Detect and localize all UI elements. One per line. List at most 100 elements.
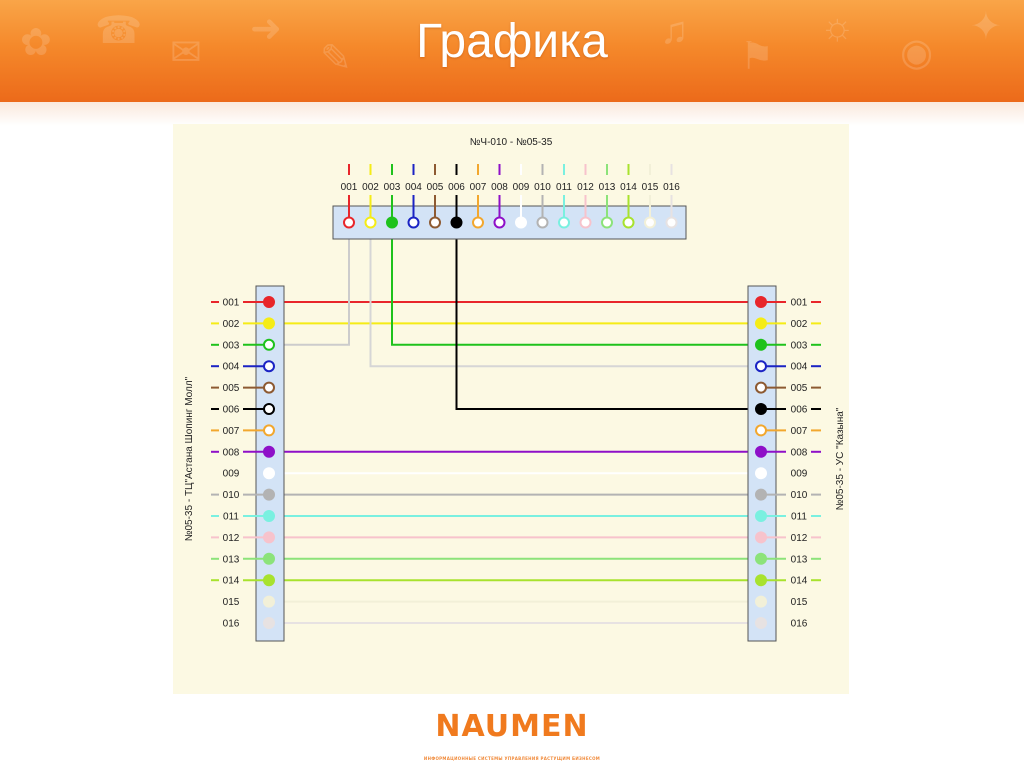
right-port-013 [755,552,767,565]
slide-title: Графика [416,15,608,68]
left-fiber-label-003: 003 [223,340,240,351]
left-fiber-label-004: 004 [223,362,240,373]
right-port-011 [755,510,767,522]
left-port-012 [263,531,275,544]
right-port-007 [755,424,767,437]
top-fiber-label-016: 016 [663,182,680,193]
top-fiber-label-013: 013 [599,182,616,193]
right-port-005 [755,381,767,394]
left-port-010 [263,488,275,501]
top-port-001 [343,216,355,229]
right-port-012 [755,531,767,544]
decor-icon: ☎ [95,10,143,52]
right-port-006 [755,403,767,415]
top-fiber-label-015: 015 [642,182,659,193]
right-port-010 [755,488,767,501]
top-port-013 [601,216,613,229]
banner-shadow [0,102,1024,126]
top-port-009 [515,216,527,229]
top-port-007 [472,216,484,229]
right-unit-label: №05-35 - УС "Казына" [835,407,846,510]
right-port-001 [755,296,767,308]
right-fiber-label-011: 011 [791,512,807,523]
top-port-015 [644,216,656,229]
left-fiber-label-013: 013 [223,554,240,565]
left-port-004 [263,360,275,373]
top-port-012 [579,216,592,229]
left-fiber-label-006: 006 [223,405,240,416]
left-fiber-label-016: 016 [223,619,240,630]
logo-text: NAUMEN [435,709,589,744]
left-port-011 [263,510,275,522]
routed-link-002 [369,222,761,368]
right-fiber-label-002: 002 [791,319,808,330]
routed-link-006 [455,222,761,410]
left-port-002 [263,317,275,330]
title-banner: ✿ ☎ ✉ ➜ ✎ ♫ ⚑ ☼ ◉ ✦ Графика [0,0,1024,102]
top-fiber-label-008: 008 [491,182,508,193]
left-port-013 [263,552,275,565]
top-port-008 [493,216,506,229]
right-fiber-label-012: 012 [791,533,808,544]
top-port-004 [407,216,420,229]
top-fiber-label-007: 007 [470,182,487,193]
decor-icon: ➜ [250,8,282,50]
right-fiber-label-003: 003 [791,340,808,351]
decor-icon: ✉ [170,32,202,74]
top-port-011 [558,216,570,229]
right-port-016 [755,617,767,629]
left-port-001 [263,296,275,308]
decor-icon: ✎ [320,38,352,80]
top-port-005 [429,216,441,229]
right-fiber-label-013: 013 [791,554,808,565]
routed-link-001 [269,222,350,346]
top-port-003 [386,216,398,229]
units-layer [255,205,777,642]
decor-icon: ✿ [20,22,52,64]
left-port-007 [263,424,275,437]
left-fiber-label-010: 010 [223,490,240,501]
logo-tagline: ИНФОРМАЦИОННЫЕ СИСТЕМЫ УПРАВЛЕНИЯ РАСТУЩ… [423,756,601,761]
left-port-015 [263,595,275,608]
left-fiber-label-015: 015 [223,597,240,608]
diagram-title: №Ч-010 - №05-35 [470,137,553,148]
naumen-logo: NAUMEN ИНФОРМАЦИОННЫЕ СИСТЕМЫ УПРАВЛЕНИЯ… [0,712,1024,774]
routed-link-003 [391,222,761,346]
right-fiber-label-009: 009 [791,469,808,480]
decor-icon: ♫ [660,10,689,52]
left-fiber-label-005: 005 [223,383,240,394]
top-port-010 [536,216,549,229]
left-port-014 [263,574,275,587]
left-fiber-label-002: 002 [223,319,240,330]
top-fiber-label-011: 011 [556,182,572,193]
left-port-016 [263,617,275,629]
top-fiber-label-001: 001 [341,182,358,193]
left-port-006 [263,403,275,415]
splice-diagram-panel: 001 002 003 004 005 006 007 008 009 010 011 012 013 0… [173,124,849,694]
top-port-002 [364,216,377,229]
right-port-002 [755,317,767,330]
left-fiber-label-009: 009 [223,469,240,480]
right-fiber-label-014: 014 [791,576,808,587]
right-fiber-label-010: 010 [791,490,808,501]
right-fiber-label-008: 008 [791,447,808,458]
left-unit-label: №05-35 - ТЦ"Астана Шопинг Молл" [184,376,195,541]
right-fiber-label-015: 015 [791,597,808,608]
top-fiber-label-003: 003 [384,182,401,193]
left-fiber-label-007: 007 [223,426,240,437]
decor-icon: ◉ [900,32,934,74]
right-unit-layer: 001 002 003 004 005 006 007 008 009 010 011 012 013 0… [755,296,821,630]
top-port-006 [450,216,463,229]
right-port-014 [755,574,767,587]
left-fiber-label-014: 014 [223,576,240,587]
left-unit-layer: 001 002 003 004 005 006 007 008 009 010 011 012 013 0… [211,296,275,630]
top-port-014 [622,216,635,229]
left-port-003 [263,338,275,351]
top-fiber-label-004: 004 [405,182,422,193]
top-fiber-label-014: 014 [620,182,637,193]
right-port-009 [755,467,767,480]
decor-icon: ✦ [970,6,1002,48]
top-fiber-label-005: 005 [427,182,444,193]
left-fiber-label-001: 001 [223,298,240,309]
top-fiber-label-002: 002 [362,182,379,193]
